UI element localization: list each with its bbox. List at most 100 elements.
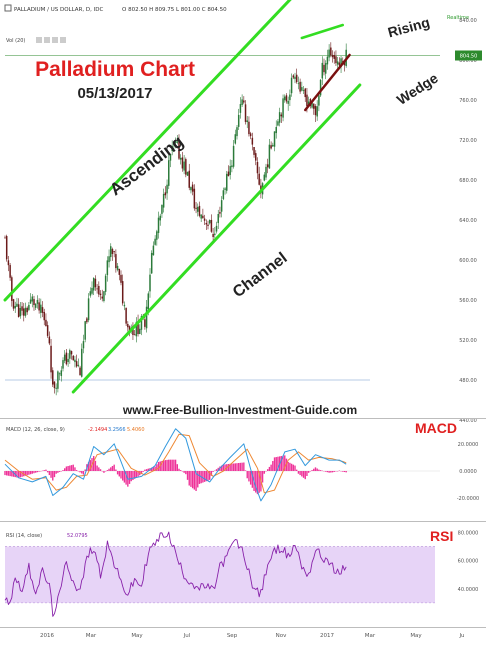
candle-body xyxy=(198,205,201,216)
macd-histogram-bar xyxy=(116,471,119,475)
macd-histogram-bar xyxy=(197,471,199,488)
macd-histogram-bar xyxy=(122,471,124,481)
candle-body xyxy=(23,308,25,316)
candle-body xyxy=(237,114,240,127)
macd-histogram-bar xyxy=(343,471,346,473)
macd-histogram-bar xyxy=(244,470,247,471)
macd-pane: 20.0000 0.0000 -20.0000 xyxy=(4,428,479,502)
ascending-label: Ascending xyxy=(106,132,187,199)
candle-body xyxy=(226,173,228,191)
candle-body xyxy=(251,137,254,145)
macd-histogram-bar xyxy=(50,471,52,478)
candle-body xyxy=(115,254,117,269)
rsi-value: 52.0795 xyxy=(67,533,88,539)
candle-body xyxy=(86,318,88,323)
candle-body xyxy=(316,106,318,117)
candle-body xyxy=(193,188,196,209)
candle-body xyxy=(313,103,315,109)
candle-body xyxy=(24,307,27,316)
wedge-lower-line xyxy=(303,53,351,112)
macd-histogram-bar xyxy=(46,471,49,473)
toggle-icon[interactable] xyxy=(44,37,50,43)
macd-histogram-bar xyxy=(243,462,245,471)
realtime-label: Realtime xyxy=(447,15,469,21)
macd-histogram-bar xyxy=(152,467,155,471)
candle-body xyxy=(111,249,114,254)
candle-body xyxy=(92,277,95,291)
candle-body xyxy=(139,328,141,335)
candle-body xyxy=(273,131,276,147)
candle-body xyxy=(7,260,10,266)
candle-body xyxy=(282,98,284,118)
candle-body xyxy=(319,79,322,96)
candle-body xyxy=(178,140,180,159)
indicator-toggle-icons[interactable] xyxy=(36,37,66,43)
candle-body xyxy=(336,61,339,65)
candle-body xyxy=(171,146,173,152)
macd-histogram-bar xyxy=(82,471,85,475)
candle-body xyxy=(256,161,259,174)
candle-body xyxy=(154,238,156,245)
candle-body xyxy=(169,154,172,161)
macd-histogram-bar xyxy=(301,471,303,477)
candle-body xyxy=(34,303,37,308)
macd-histogram-bar xyxy=(115,469,117,471)
macd-histogram-bar xyxy=(217,467,219,471)
candle-body xyxy=(45,319,47,327)
candle-body xyxy=(91,287,93,294)
candle-body xyxy=(74,359,76,363)
vol-label: Vol (20) xyxy=(6,38,25,44)
candle-body xyxy=(183,161,185,171)
toggle-icon[interactable] xyxy=(60,37,66,43)
candle-body xyxy=(234,134,237,144)
macd-histogram-bar xyxy=(229,463,231,471)
candle-body xyxy=(208,220,211,224)
candle-body xyxy=(185,159,187,175)
candle-body xyxy=(333,55,335,59)
macd-histogram-bar xyxy=(106,470,109,471)
candle-body xyxy=(82,341,85,349)
macd-histogram-bar xyxy=(232,463,235,471)
price-tick-label: 840.00 xyxy=(459,18,477,24)
chart-date: 05/13/2017 xyxy=(77,85,152,102)
candle-body xyxy=(162,193,165,208)
macd-histogram-bar xyxy=(268,466,271,471)
candle-body xyxy=(258,173,260,185)
time-tick-label: Mar xyxy=(86,633,97,639)
macd-histogram-bar xyxy=(38,471,40,472)
price-tick-label: 480.00 xyxy=(459,378,477,384)
collapse-icon[interactable] xyxy=(4,4,12,12)
channel-upper-line xyxy=(3,0,292,302)
rsi-pane: 80.0000 60.0000 40.0000 xyxy=(4,530,478,617)
candle-body xyxy=(246,120,248,123)
macd-signal-line xyxy=(4,433,347,494)
macd-histogram-bar xyxy=(33,471,35,474)
symbol-line: PALLADIUM / US DOLLAR, D, IDC xyxy=(14,7,103,13)
candle-body xyxy=(132,325,134,335)
macd-histogram-bar xyxy=(6,471,8,476)
time-tick-label: Sep xyxy=(227,633,238,639)
price-pane xyxy=(3,0,440,396)
candle-body xyxy=(181,157,184,169)
candle-body xyxy=(255,153,257,161)
toggle-icon[interactable] xyxy=(52,37,58,43)
price-tick-label: 560.00 xyxy=(459,298,477,304)
macd-histogram-bar xyxy=(103,471,105,473)
candle-body xyxy=(241,99,243,105)
candle-body xyxy=(147,293,150,310)
macd-histogram-bar xyxy=(220,465,223,471)
candle-body xyxy=(306,94,308,107)
macd-histogram-bar xyxy=(12,471,15,477)
macd-histogram-bar xyxy=(326,471,329,473)
macd-histogram-bar xyxy=(289,462,291,471)
candle-body xyxy=(29,299,32,304)
candle-body xyxy=(67,358,69,362)
toggle-icon[interactable] xyxy=(36,37,42,43)
macd-histogram-bar xyxy=(246,471,248,479)
macd-histogram-bar xyxy=(236,463,238,471)
macd-histogram-bar xyxy=(99,469,102,471)
candle-body xyxy=(164,192,167,196)
macd-histogram-bar xyxy=(93,456,95,471)
candle-body xyxy=(302,89,305,91)
macd-histogram-bar xyxy=(224,464,226,471)
